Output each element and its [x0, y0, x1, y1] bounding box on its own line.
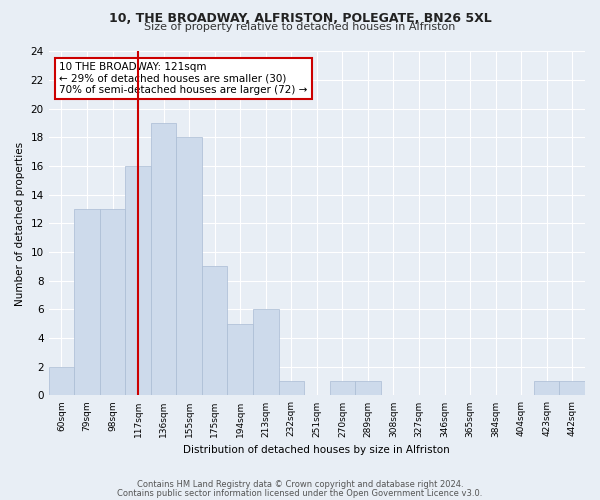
Bar [125, 166, 151, 396]
Text: Contains public sector information licensed under the Open Government Licence v3: Contains public sector information licen… [118, 488, 482, 498]
Bar [74, 209, 100, 396]
Text: Contains HM Land Registry data © Crown copyright and database right 2024.: Contains HM Land Registry data © Crown c… [137, 480, 463, 489]
Bar [559, 381, 585, 396]
Y-axis label: Number of detached properties: Number of detached properties [15, 142, 25, 306]
Bar [100, 209, 125, 396]
Bar [355, 381, 380, 396]
X-axis label: Distribution of detached houses by size in Alfriston: Distribution of detached houses by size … [184, 445, 450, 455]
Bar [329, 381, 355, 396]
Bar [176, 138, 202, 396]
Bar [253, 310, 278, 396]
Bar [278, 381, 304, 396]
Bar [151, 123, 176, 396]
Bar [534, 381, 559, 396]
Bar [202, 266, 227, 396]
Bar [227, 324, 253, 396]
Bar [49, 367, 74, 396]
Text: 10 THE BROADWAY: 121sqm
← 29% of detached houses are smaller (30)
70% of semi-de: 10 THE BROADWAY: 121sqm ← 29% of detache… [59, 62, 308, 95]
Text: Size of property relative to detached houses in Alfriston: Size of property relative to detached ho… [145, 22, 455, 32]
Text: 10, THE BROADWAY, ALFRISTON, POLEGATE, BN26 5XL: 10, THE BROADWAY, ALFRISTON, POLEGATE, B… [109, 12, 491, 26]
